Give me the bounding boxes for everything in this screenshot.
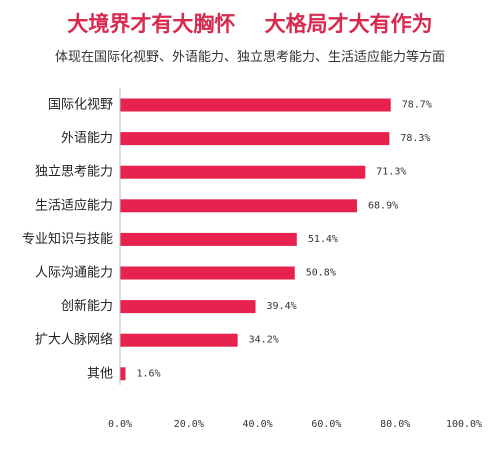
bars-layer: 国际化视野 78.7% 外语能力 78.3% 独立思考能力 71.3% 生活适应能力 68.9…	[22, 98, 432, 382]
bar	[120, 132, 390, 146]
value-label: 78.3%	[400, 133, 430, 144]
x-tick-label: 20.0%	[174, 419, 204, 430]
category-label: 专业知识与技能	[22, 231, 113, 247]
category-label: 外语能力	[61, 131, 113, 146]
bar	[120, 333, 238, 347]
value-label: 51.4%	[308, 234, 338, 245]
chart-title: 大境界才有大胸怀 大格局才大有作为	[67, 12, 433, 36]
bar	[120, 266, 295, 280]
value-label: 50.8%	[306, 268, 336, 279]
bar	[120, 199, 358, 213]
category-label: 国际化视野	[48, 98, 113, 113]
x-tick-label: 40.0%	[243, 419, 273, 430]
category-label: 创新能力	[61, 298, 113, 314]
value-label: 34.2%	[249, 335, 279, 346]
value-label: 1.6%	[137, 368, 161, 379]
x-tick-label: 100.0%	[446, 419, 482, 430]
bar	[120, 367, 126, 381]
value-label: 68.9%	[368, 200, 398, 211]
x-tick-labels: 0.0% 20.0% 40.0% 60.0% 80.0% 100.0%	[108, 419, 482, 430]
chart-subtitle: 体现在国际化视野、外语能力、独立思考能力、生活适应能力等方面	[54, 50, 445, 65]
x-tick-label: 0.0%	[108, 419, 132, 430]
category-label: 独立思考能力	[35, 165, 113, 180]
bar	[120, 232, 297, 246]
value-label: 39.4%	[267, 301, 297, 312]
bar	[120, 98, 391, 112]
value-label: 71.3%	[376, 167, 406, 178]
category-label: 扩大人脉网络	[35, 332, 113, 348]
x-tick-label: 60.0%	[311, 419, 341, 430]
x-tick-label: 80.0%	[380, 419, 410, 430]
category-label: 生活适应能力	[35, 197, 113, 213]
bar	[120, 165, 366, 179]
bar	[120, 300, 256, 314]
category-label: 人际沟通能力	[35, 266, 113, 281]
value-label: 78.7%	[402, 100, 432, 111]
category-label: 其他	[87, 366, 113, 381]
